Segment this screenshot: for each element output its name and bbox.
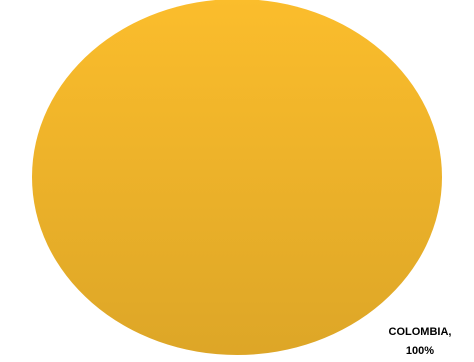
pie-slice	[32, 0, 442, 355]
slice-value-label: 100%	[406, 345, 434, 357]
slice-category-label: COLOMBIA,	[389, 326, 452, 338]
